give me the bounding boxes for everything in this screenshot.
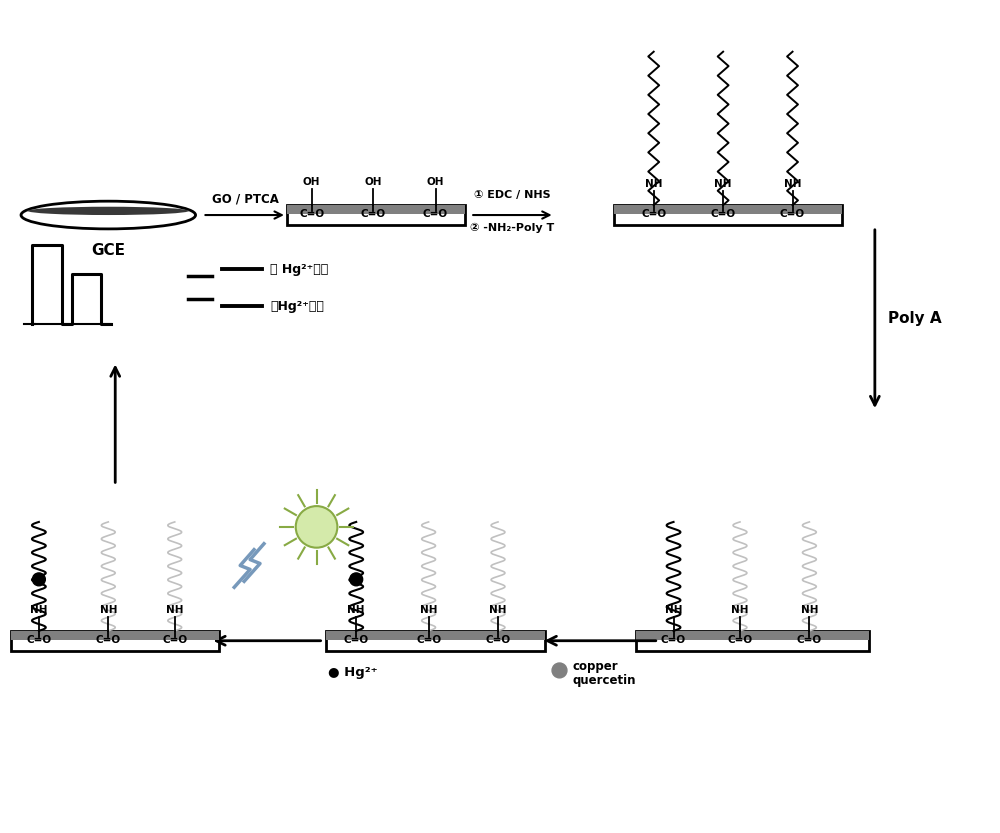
Text: Poly A: Poly A: [888, 312, 941, 327]
Text: NH: NH: [100, 605, 117, 615]
Text: C=O: C=O: [361, 209, 386, 219]
Text: NH: NH: [30, 605, 48, 615]
Bar: [614, 205, 842, 214]
Text: C=O: C=O: [661, 635, 686, 645]
Text: 没Hg²⁺存在: 没Hg²⁺存在: [270, 300, 324, 312]
Text: C=O: C=O: [711, 209, 736, 219]
Bar: [614, 205, 842, 225]
Text: C=O: C=O: [96, 635, 121, 645]
Bar: [11, 631, 219, 651]
Bar: [287, 205, 465, 225]
Text: C=O: C=O: [162, 635, 187, 645]
Text: ② -NH₂-Poly T: ② -NH₂-Poly T: [470, 223, 554, 233]
Text: NH: NH: [714, 179, 732, 189]
Text: C=O: C=O: [344, 635, 369, 645]
Text: NH: NH: [665, 605, 682, 615]
Text: C=O: C=O: [485, 635, 511, 645]
Text: OH: OH: [303, 177, 320, 187]
Circle shape: [296, 506, 337, 547]
Text: ● Hg²⁺: ● Hg²⁺: [328, 666, 378, 680]
Text: C=O: C=O: [423, 209, 448, 219]
Text: NH: NH: [420, 605, 437, 615]
Text: C=O: C=O: [26, 635, 51, 645]
Text: NH: NH: [784, 179, 801, 189]
Bar: [287, 205, 465, 214]
Ellipse shape: [28, 207, 189, 215]
Circle shape: [350, 573, 363, 586]
Text: C=O: C=O: [416, 635, 441, 645]
Bar: [326, 631, 545, 651]
Ellipse shape: [21, 202, 196, 229]
Bar: [636, 631, 869, 640]
Text: NH: NH: [801, 605, 818, 615]
Text: copper: copper: [572, 660, 618, 673]
Text: NH: NH: [489, 605, 507, 615]
Text: C=O: C=O: [797, 635, 822, 645]
Circle shape: [32, 573, 45, 586]
Text: OH: OH: [364, 177, 382, 187]
Text: ① EDC / NHS: ① EDC / NHS: [474, 190, 550, 200]
Text: C=O: C=O: [780, 209, 805, 219]
Text: C=O: C=O: [727, 635, 753, 645]
Bar: [326, 631, 545, 640]
Text: 有 Hg²⁺存在: 有 Hg²⁺存在: [270, 263, 328, 276]
Text: C=O: C=O: [299, 209, 324, 219]
Bar: [636, 631, 869, 651]
Text: quercetin: quercetin: [572, 674, 636, 687]
Circle shape: [552, 663, 567, 678]
Bar: [11, 631, 219, 640]
Text: C=O: C=O: [641, 209, 666, 219]
Text: GO / PTCA: GO / PTCA: [212, 192, 279, 205]
Text: NH: NH: [166, 605, 183, 615]
Text: NH: NH: [645, 179, 662, 189]
Text: OH: OH: [427, 177, 444, 187]
Text: NH: NH: [347, 605, 365, 615]
Text: GCE: GCE: [91, 242, 125, 257]
Text: NH: NH: [731, 605, 749, 615]
